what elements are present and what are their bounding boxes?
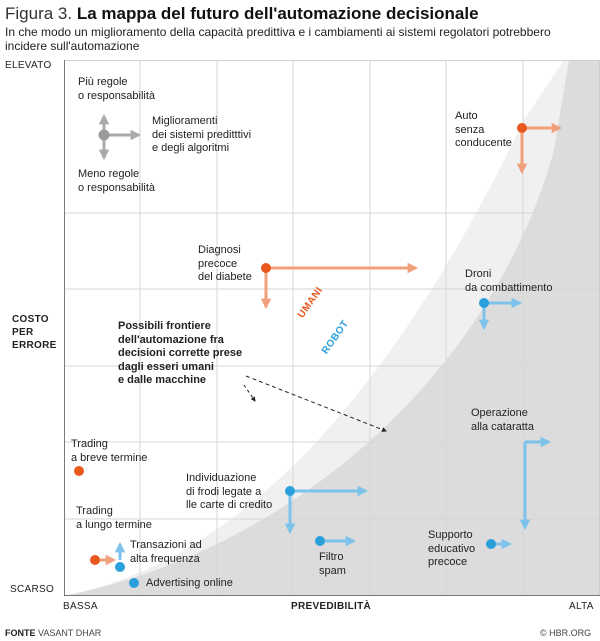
footer-source: FONTE VASANT DHAR	[5, 628, 101, 638]
y-axis-label-line: COSTO	[12, 314, 49, 325]
trading-lungo-dot	[90, 555, 100, 565]
label-alta-freq: Transazioni ad alta frequenza	[130, 539, 202, 566]
label-line: educativo	[428, 542, 476, 555]
title-row: Figura 3. La mappa del futuro dell'autom…	[5, 4, 595, 24]
y-axis-label: COSTO PER ERRORE	[12, 313, 57, 352]
header: Figura 3. La mappa del futuro dell'autom…	[5, 4, 595, 53]
frontier-label-line: dell'automazione fra	[118, 333, 224, 346]
legend-line: Meno regole	[78, 168, 140, 180]
label-trading-breve: Trading a breve termine	[71, 438, 147, 465]
frontier-label-line: decisioni corrette prese	[118, 347, 243, 359]
legend-line: e degli algoritmi	[152, 142, 230, 154]
source-label: FONTE	[5, 628, 36, 638]
y-axis-label-line: ERRORE	[12, 340, 57, 351]
y-axis-top-label: ELEVATO	[5, 60, 52, 71]
label-line: lle carte di credito	[186, 499, 273, 511]
legend-dot	[98, 129, 110, 141]
label-line: Diagnosi	[198, 244, 241, 256]
label-line: Filtro	[319, 551, 344, 563]
label-line: precoce	[428, 556, 468, 568]
x-axis-left-label: BASSA	[63, 601, 98, 612]
y-axis-label-line: PER	[12, 327, 34, 338]
alta-freq-dot	[115, 562, 125, 572]
advertising-dot	[129, 578, 139, 588]
footer-credit: © HBR.ORG	[540, 628, 592, 638]
legend-down-text: Meno regole o responsabilità	[78, 168, 155, 195]
frodi-arrows	[284, 485, 369, 535]
auto-arrows	[516, 122, 563, 175]
label-line: Auto	[455, 110, 478, 122]
label-line: conducente	[455, 137, 512, 149]
label-auto: Auto senza conducente	[455, 110, 512, 151]
educativo-dot	[486, 539, 496, 549]
label-line: Operazione	[471, 407, 528, 419]
label-spam: Filtro spam	[319, 551, 346, 578]
legend-up-text: Più regole o responsabilità	[78, 76, 155, 103]
spam-dot	[315, 536, 325, 546]
frontier-region-dark	[64, 60, 600, 596]
label-trading-lungo: Trading a lungo termine	[76, 505, 152, 532]
grid	[64, 60, 600, 596]
label-advertising: Advertising online	[146, 577, 233, 591]
frontier-label-line: Possibili frontiere	[118, 320, 211, 332]
frontier-label: Possibili frontiere dell'automazione fra…	[118, 320, 242, 388]
frontier-label-line: dagli esseri umani	[118, 360, 214, 373]
label-droni: Droni da combattimento	[465, 268, 552, 295]
label-line: da combattimento	[465, 281, 553, 294]
cataratta-arrows	[519, 436, 552, 531]
frodi-dot	[285, 486, 295, 496]
legend-arrows	[98, 113, 142, 161]
label-line: Advertising online	[146, 577, 233, 589]
label-diabete: Diagnosi precoce del diabete	[198, 244, 252, 285]
label-line: alta frequenza	[130, 552, 200, 565]
label-line: Supporto	[428, 529, 473, 541]
legend-right-text: Miglioramenti dei sistemi preditttivi e …	[152, 115, 251, 156]
x-axis-label: PREVEDIBILITÀ	[291, 601, 372, 612]
frontier-pointer-arrow-short	[243, 384, 256, 402]
y-axis-bottom-label: SCARSO	[10, 584, 55, 595]
auto-dot	[517, 123, 527, 133]
label-frodi: Individuazione di frodi legate a lle car…	[186, 472, 272, 513]
trading-breve-dot	[74, 466, 84, 476]
label-line: Droni	[465, 268, 492, 280]
x-axis-right-label: ALTA	[569, 601, 594, 612]
diabete-arrows	[260, 262, 419, 310]
diabete-dot	[261, 263, 271, 273]
chart-subtitle: In che modo un miglioramento della capac…	[5, 25, 551, 53]
plot-area	[64, 60, 600, 596]
label-line: senza	[455, 123, 485, 136]
label-line: a lungo termine	[76, 518, 152, 531]
label-line: alla cataratta	[471, 420, 534, 433]
source-name: VASANT DHAR	[38, 628, 102, 638]
frontier-label-line: e dalle macchine	[118, 374, 207, 386]
figure-label: Figura 3.	[5, 4, 73, 23]
chart-title: La mappa del futuro dell'automazione dec…	[76, 4, 479, 23]
label-line: Trading	[71, 438, 108, 450]
label-educativo: Supporto educativo precoce	[428, 529, 475, 570]
label-line: spam	[319, 564, 346, 577]
label-line: Transazioni ad	[130, 539, 202, 551]
legend-line: Miglioramenti	[152, 115, 218, 127]
label-cataratta: Operazione alla cataratta	[471, 407, 534, 434]
legend-line: o responsabilità	[78, 181, 156, 194]
label-line: a breve termine	[71, 451, 148, 464]
legend-line: Più regole	[78, 76, 128, 88]
label-line: di frodi legate a	[186, 485, 262, 498]
droni-dot	[479, 298, 489, 308]
label-line: Trading	[76, 505, 113, 517]
label-line: Individuazione	[186, 472, 257, 484]
legend-line: dei sistemi preditttivi	[152, 128, 252, 141]
legend-line: o responsabilità	[78, 89, 156, 102]
label-line: precoce	[198, 257, 238, 270]
label-line: del diabete	[198, 271, 252, 283]
